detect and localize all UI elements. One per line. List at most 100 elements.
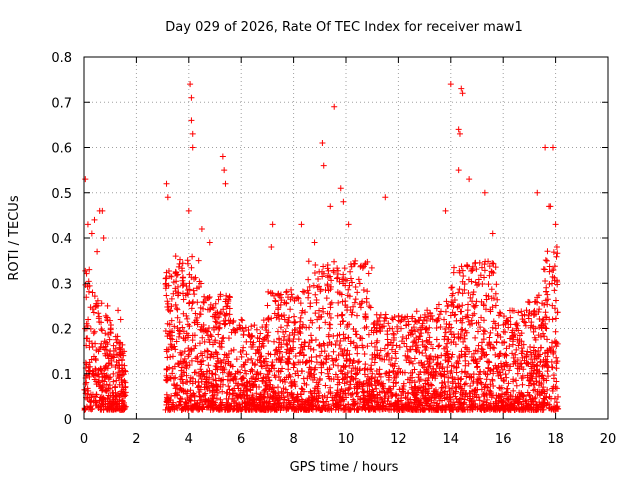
- data-point: [392, 350, 399, 357]
- data-point: [433, 369, 440, 376]
- data-point: [430, 391, 437, 398]
- data-point: [218, 340, 225, 347]
- data-point: [292, 326, 299, 333]
- data-point: [284, 358, 291, 365]
- data-point: [551, 263, 558, 270]
- data-point: [98, 319, 105, 326]
- y-tick-label: 0.3: [51, 277, 72, 292]
- data-point: [187, 378, 194, 385]
- data-point: [98, 397, 105, 404]
- data-point: [472, 334, 479, 341]
- data-point: [329, 355, 336, 362]
- data-point: [470, 371, 477, 378]
- data-point: [349, 390, 356, 397]
- data-point: [181, 369, 188, 376]
- data-point: [539, 403, 546, 410]
- data-point: [186, 280, 193, 287]
- data-point: [320, 402, 327, 409]
- data-point: [541, 333, 548, 340]
- data-point: [257, 330, 264, 337]
- data-point: [216, 325, 223, 332]
- data-point: [96, 373, 103, 380]
- data-point: [415, 374, 422, 381]
- data-point: [439, 384, 446, 391]
- data-point: [414, 385, 421, 392]
- data-point: [307, 317, 314, 324]
- data-point: [494, 406, 501, 413]
- data-point: [509, 307, 516, 314]
- data-point: [385, 406, 392, 413]
- data-point: [354, 350, 361, 357]
- data-point: [197, 386, 204, 393]
- data-point: [540, 395, 547, 402]
- data-point: [353, 312, 360, 319]
- data-point: [457, 376, 464, 383]
- data-point: [190, 287, 197, 294]
- data-point: [193, 403, 200, 410]
- data-point: [493, 392, 500, 399]
- data-point: [230, 346, 237, 353]
- data-point: [121, 405, 128, 412]
- data-point: [349, 402, 356, 409]
- data-point: [373, 322, 380, 329]
- data-point: [353, 406, 360, 413]
- data-point: [183, 359, 190, 366]
- data-point: [103, 372, 110, 379]
- data-point: [419, 406, 426, 413]
- data-point: [354, 399, 361, 406]
- data-point: [173, 269, 180, 276]
- data-point: [348, 392, 355, 399]
- data-point: [506, 405, 513, 412]
- data-point: [200, 357, 207, 364]
- data-point: [103, 314, 110, 321]
- data-point: [412, 339, 419, 346]
- data-point: [547, 203, 554, 210]
- data-point: [249, 344, 256, 351]
- data-point: [538, 404, 545, 411]
- data-point: [256, 357, 263, 364]
- data-point: [348, 368, 355, 375]
- data-point: [335, 399, 342, 406]
- data-point: [163, 348, 170, 355]
- data-point: [499, 366, 506, 373]
- data-point: [95, 367, 102, 374]
- data-point: [495, 402, 502, 409]
- data-point: [98, 384, 105, 391]
- data-point: [96, 345, 103, 352]
- data-point: [485, 258, 492, 265]
- data-point: [234, 382, 241, 389]
- data-point: [244, 398, 251, 405]
- data-point: [423, 344, 430, 351]
- data-point: [525, 298, 532, 305]
- data-point: [546, 316, 553, 323]
- data-point: [549, 273, 556, 280]
- data-point: [431, 388, 438, 395]
- data-point: [500, 321, 507, 328]
- data-point: [457, 317, 464, 324]
- data-point: [298, 221, 305, 228]
- data-point: [516, 365, 523, 372]
- data-point: [187, 81, 194, 88]
- data-point: [340, 271, 347, 278]
- data-point: [501, 313, 508, 320]
- data-point: [492, 264, 499, 271]
- data-point: [113, 377, 120, 384]
- data-point: [295, 329, 302, 336]
- data-point: [326, 403, 333, 410]
- data-point: [470, 288, 477, 295]
- data-point: [345, 286, 352, 293]
- data-point: [100, 235, 107, 241]
- data-point: [390, 367, 397, 374]
- data-point: [425, 313, 432, 320]
- data-point: [226, 320, 233, 327]
- data-point: [122, 384, 129, 391]
- x-axis-title: GPS time / hours: [290, 460, 399, 475]
- data-point: [325, 352, 332, 359]
- data-point: [272, 374, 279, 381]
- data-point: [512, 351, 519, 358]
- data-point: [488, 394, 495, 401]
- data-point: [226, 294, 233, 301]
- data-point: [465, 290, 472, 297]
- data-point: [239, 375, 246, 382]
